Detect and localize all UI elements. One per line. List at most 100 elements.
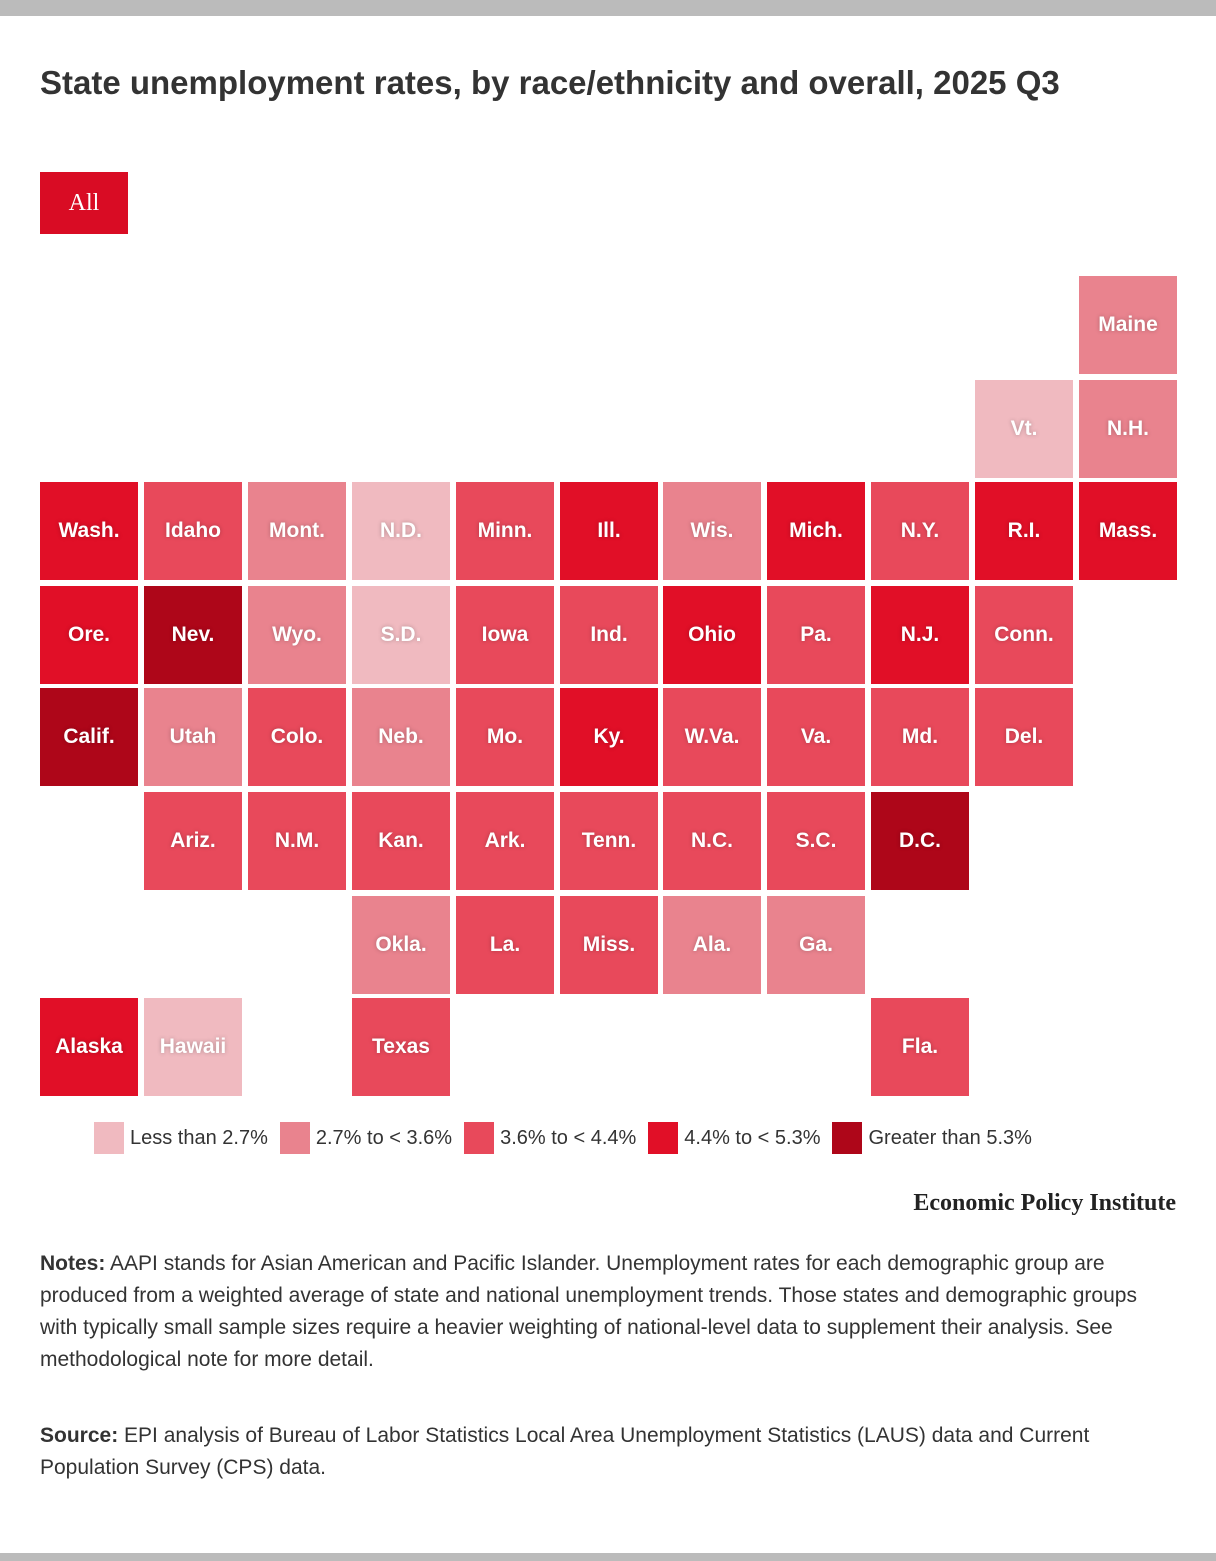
state-tile-ore[interactable]: Ore.	[40, 586, 138, 684]
bottom-border	[0, 1553, 1216, 1561]
state-tile-d-c[interactable]: D.C.	[871, 792, 969, 890]
legend-label: Less than 2.7%	[130, 1126, 268, 1149]
state-label: Utah	[169, 725, 217, 748]
state-label: Miss.	[582, 933, 636, 956]
state-tile-n-d[interactable]: N.D.	[352, 482, 450, 580]
state-label: N.D.	[380, 519, 422, 542]
state-tile-neb[interactable]: Neb.	[352, 688, 450, 786]
chart-title: State unemployment rates, by race/ethnic…	[40, 64, 1060, 101]
state-label: Ill.	[597, 519, 621, 542]
source-text: EPI analysis of Bureau of Labor Statisti…	[40, 1424, 1090, 1479]
state-tile-mich[interactable]: Mich.	[767, 482, 865, 580]
state-tile-la[interactable]: La.	[456, 896, 554, 994]
state-tile-mass[interactable]: Mass.	[1079, 482, 1177, 580]
state-tile-miss[interactable]: Miss.	[560, 896, 658, 994]
state-tile-utah[interactable]: Utah	[144, 688, 242, 786]
state-tile-fla[interactable]: Fla.	[871, 998, 969, 1096]
state-label: Nev.	[171, 623, 215, 646]
state-tile-ind[interactable]: Ind.	[560, 586, 658, 684]
state-tile-ariz[interactable]: Ariz.	[144, 792, 242, 890]
state-label: Vt.	[1010, 417, 1038, 440]
legend-swatch	[279, 1122, 310, 1154]
state-label: Maine	[1098, 313, 1158, 336]
state-tile-del[interactable]: Del.	[975, 688, 1073, 786]
source: Source: EPI analysis of Bureau of Labor …	[40, 1420, 1160, 1484]
state-tile-mont[interactable]: Mont.	[248, 482, 346, 580]
state-tile-ky[interactable]: Ky.	[560, 688, 658, 786]
legend-swatch	[832, 1122, 863, 1154]
state-label: Ga.	[799, 933, 833, 956]
state-tile-iowa[interactable]: Iowa	[456, 586, 554, 684]
state-label: Hawaii	[159, 1035, 227, 1058]
state-label: N.Y.	[900, 519, 940, 542]
state-tile-ohio[interactable]: Ohio	[663, 586, 761, 684]
state-tile-alaska[interactable]: Alaska	[40, 998, 138, 1096]
state-tile-wyo[interactable]: Wyo.	[248, 586, 346, 684]
state-label: N.J.	[900, 623, 940, 646]
state-tile-n-h[interactable]: N.H.	[1079, 380, 1177, 478]
notes-label: Notes:	[40, 1252, 106, 1275]
state-label: Wash.	[58, 519, 120, 542]
state-label: Tenn.	[581, 829, 637, 852]
state-tile-kan[interactable]: Kan.	[352, 792, 450, 890]
state-tile-vt[interactable]: Vt.	[975, 380, 1073, 478]
state-tile-n-c[interactable]: N.C.	[663, 792, 761, 890]
state-tile-minn[interactable]: Minn.	[456, 482, 554, 580]
state-label: Ariz.	[170, 829, 216, 852]
state-tile-ill[interactable]: Ill.	[560, 482, 658, 580]
state-tile-calif[interactable]: Calif.	[40, 688, 138, 786]
state-tile-n-y[interactable]: N.Y.	[871, 482, 969, 580]
legend-label: 4.4% to < 5.3%	[684, 1126, 821, 1149]
state-tile-maine[interactable]: Maine	[1079, 276, 1177, 374]
state-tile-nev[interactable]: Nev.	[144, 586, 242, 684]
state-label: Kan.	[378, 829, 424, 852]
brand-logo: Economic Policy Institute	[913, 1190, 1176, 1216]
state-tile-w-va[interactable]: W.Va.	[663, 688, 761, 786]
state-label: S.C.	[795, 829, 837, 852]
tab-all[interactable]: All	[40, 172, 128, 234]
state-label: Iowa	[481, 623, 529, 646]
state-tile-colo[interactable]: Colo.	[248, 688, 346, 786]
state-label: Md.	[901, 725, 939, 748]
state-tile-n-m[interactable]: N.M.	[248, 792, 346, 890]
state-tile-r-i[interactable]: R.I.	[975, 482, 1073, 580]
state-tile-idaho[interactable]: Idaho	[144, 482, 242, 580]
state-tile-wis[interactable]: Wis.	[663, 482, 761, 580]
state-tile-n-j[interactable]: N.J.	[871, 586, 969, 684]
state-label: W.Va.	[684, 725, 740, 748]
state-label: Minn.	[477, 519, 533, 542]
legend-item: 3.6% to < 4.4%	[464, 1122, 636, 1154]
state-tile-wash[interactable]: Wash.	[40, 482, 138, 580]
legend: Less than 2.7% 2.7% to < 3.6% 3.6% to < …	[94, 1122, 1032, 1154]
state-label: Mo.	[486, 725, 524, 748]
legend-item: Less than 2.7%	[94, 1122, 268, 1154]
legend-item: Greater than 5.3%	[832, 1122, 1032, 1154]
notes-text: AAPI stands for Asian American and Pacif…	[40, 1252, 1137, 1371]
state-label: Conn.	[994, 623, 1054, 646]
state-tile-okla[interactable]: Okla.	[352, 896, 450, 994]
state-label: Wyo.	[272, 623, 322, 646]
state-tile-texas[interactable]: Texas	[352, 998, 450, 1096]
state-tile-ark[interactable]: Ark.	[456, 792, 554, 890]
source-label: Source:	[40, 1424, 119, 1447]
state-tile-ga[interactable]: Ga.	[767, 896, 865, 994]
state-label: N.H.	[1107, 417, 1149, 440]
state-tile-pa[interactable]: Pa.	[767, 586, 865, 684]
state-tile-va[interactable]: Va.	[767, 688, 865, 786]
top-border	[0, 0, 1216, 16]
legend-item: 2.7% to < 3.6%	[279, 1122, 452, 1154]
state-label: Texas	[372, 1035, 430, 1058]
state-label: Ala.	[692, 933, 732, 956]
state-tile-s-c[interactable]: S.C.	[767, 792, 865, 890]
state-label: Mass.	[1098, 519, 1158, 542]
state-tile-conn[interactable]: Conn.	[975, 586, 1073, 684]
legend-swatch	[464, 1122, 495, 1154]
state-label: Del.	[1004, 725, 1044, 748]
state-tile-s-d[interactable]: S.D.	[352, 586, 450, 684]
state-tile-mo[interactable]: Mo.	[456, 688, 554, 786]
state-tile-md[interactable]: Md.	[871, 688, 969, 786]
state-label: Wis.	[690, 519, 734, 542]
state-tile-tenn[interactable]: Tenn.	[560, 792, 658, 890]
state-tile-hawaii[interactable]: Hawaii	[144, 998, 242, 1096]
state-tile-ala[interactable]: Ala.	[663, 896, 761, 994]
